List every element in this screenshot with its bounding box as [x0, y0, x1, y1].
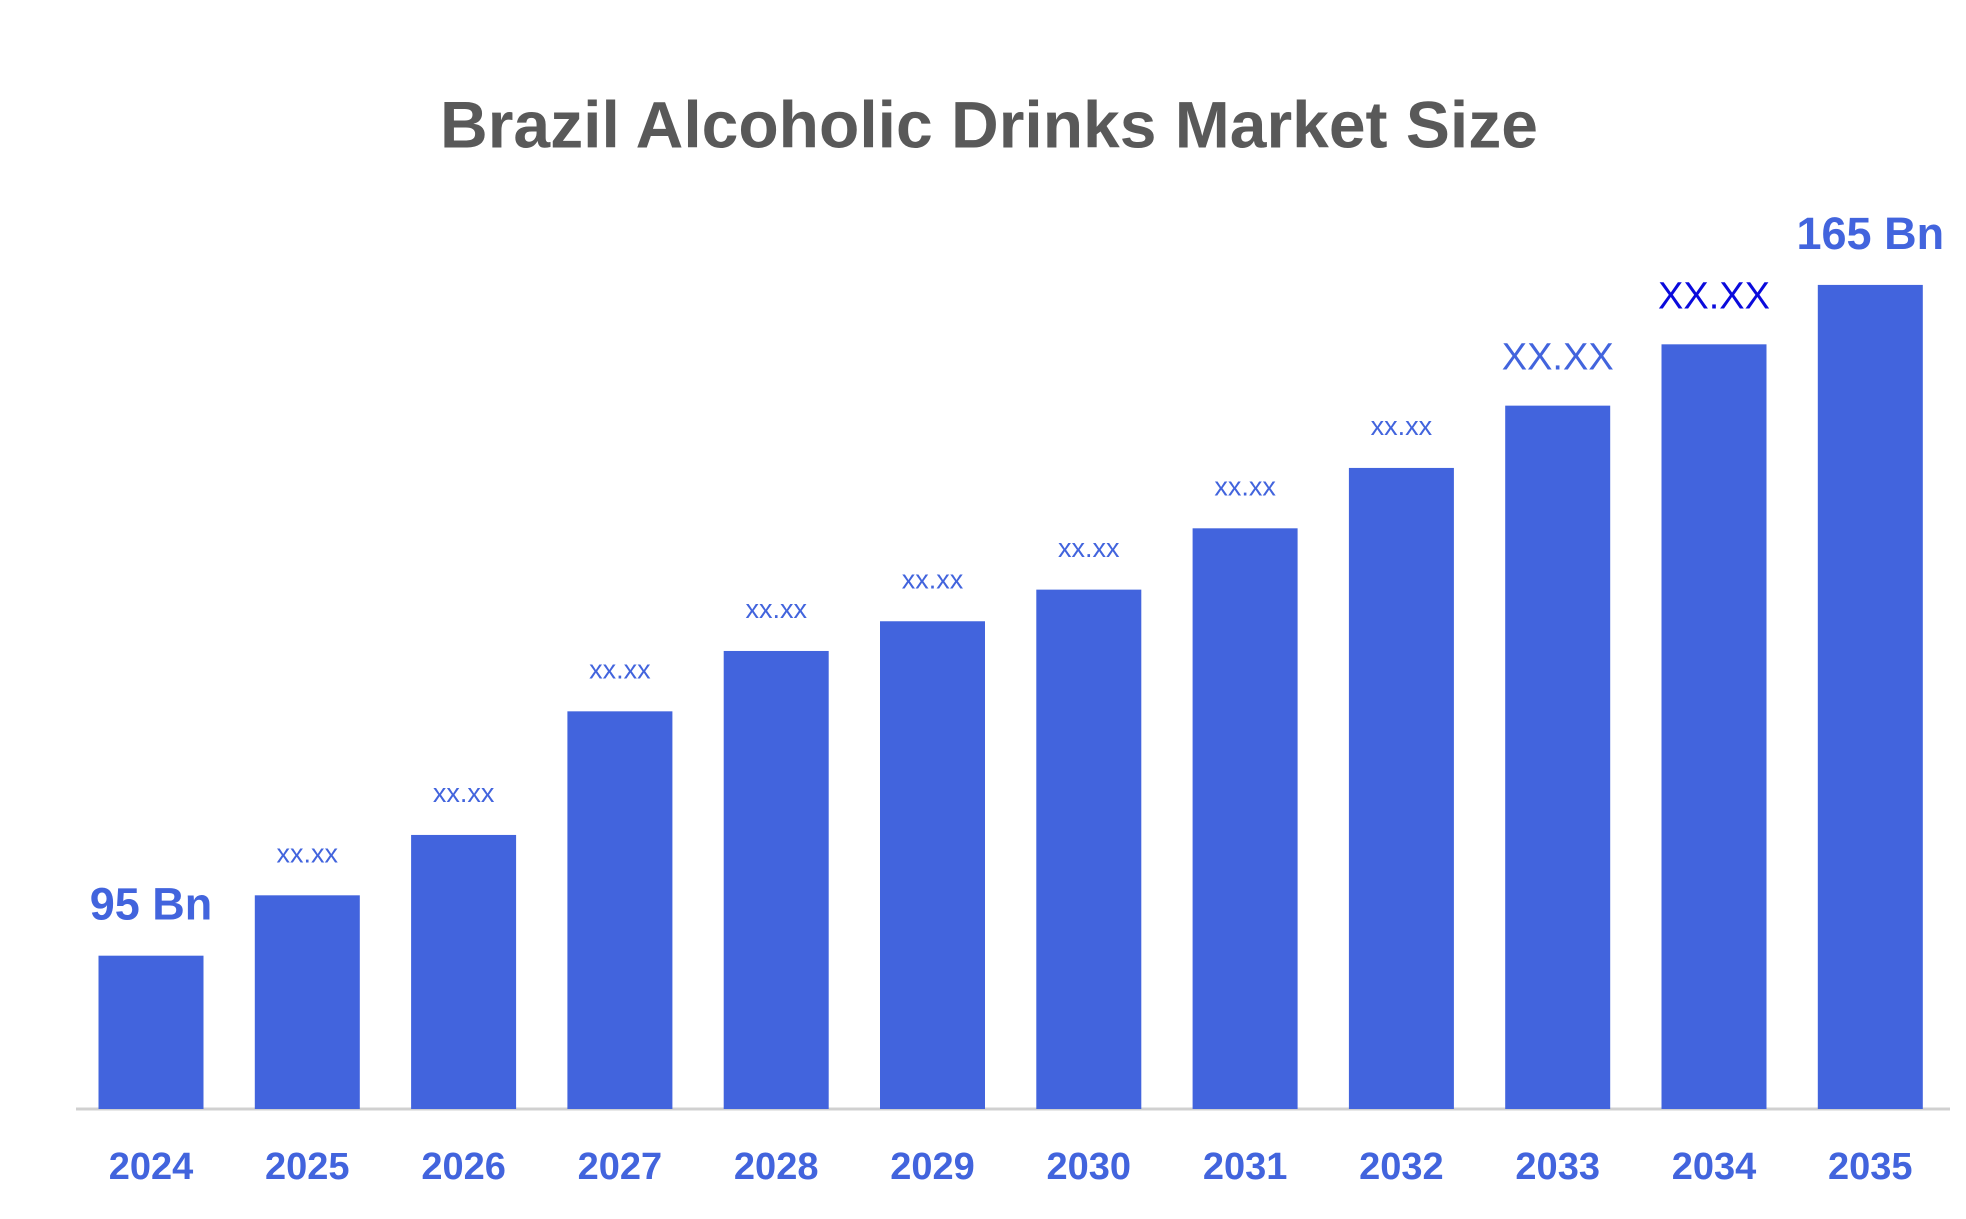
bar: [1505, 405, 1611, 1110]
bar: [411, 834, 517, 1109]
value-label: XX.XX: [1502, 337, 1614, 379]
x-tick-label: 2025: [265, 1146, 350, 1188]
x-tick-label: 2031: [1203, 1146, 1288, 1188]
x-tick-label: 2030: [1047, 1146, 1132, 1188]
bar: [880, 621, 985, 1109]
x-tick-label: 2024: [109, 1146, 194, 1188]
value-label: 95 Bn: [90, 879, 213, 930]
bar: [254, 895, 360, 1109]
value-label: xx.xx: [902, 564, 964, 594]
x-tick-label: 2029: [890, 1146, 975, 1188]
value-label: 165 Bn: [1797, 208, 1945, 259]
bar: [1192, 528, 1298, 1109]
value-label: xx.xx: [1371, 411, 1433, 441]
value-label: xx.xx: [433, 778, 495, 808]
bar: [1348, 467, 1454, 1109]
value-label: XX.XX: [1658, 275, 1770, 317]
bar: [567, 711, 673, 1109]
bar: [1036, 589, 1142, 1109]
x-tick-label: 2032: [1359, 1146, 1444, 1188]
x-tick-label: 2034: [1672, 1146, 1757, 1188]
x-tick-label: 2033: [1515, 1146, 1600, 1188]
bar: [98, 955, 204, 1109]
x-tick-label: 2035: [1828, 1146, 1913, 1188]
value-label: xx.xx: [1214, 471, 1276, 501]
bar: [1817, 284, 1923, 1109]
bar: [723, 650, 829, 1109]
value-label: xx.xx: [1058, 533, 1120, 563]
chart-title: Brazil Alcoholic Drinks Market Size: [440, 87, 1538, 161]
x-tick-label: 2028: [734, 1146, 819, 1188]
x-tick-label: 2027: [578, 1146, 663, 1188]
value-label: xx.xx: [745, 594, 807, 624]
value-label: xx.xx: [589, 654, 651, 684]
x-tick-label: 2026: [421, 1146, 506, 1188]
value-label: xx.xx: [277, 838, 339, 868]
bar: [1661, 344, 1767, 1109]
